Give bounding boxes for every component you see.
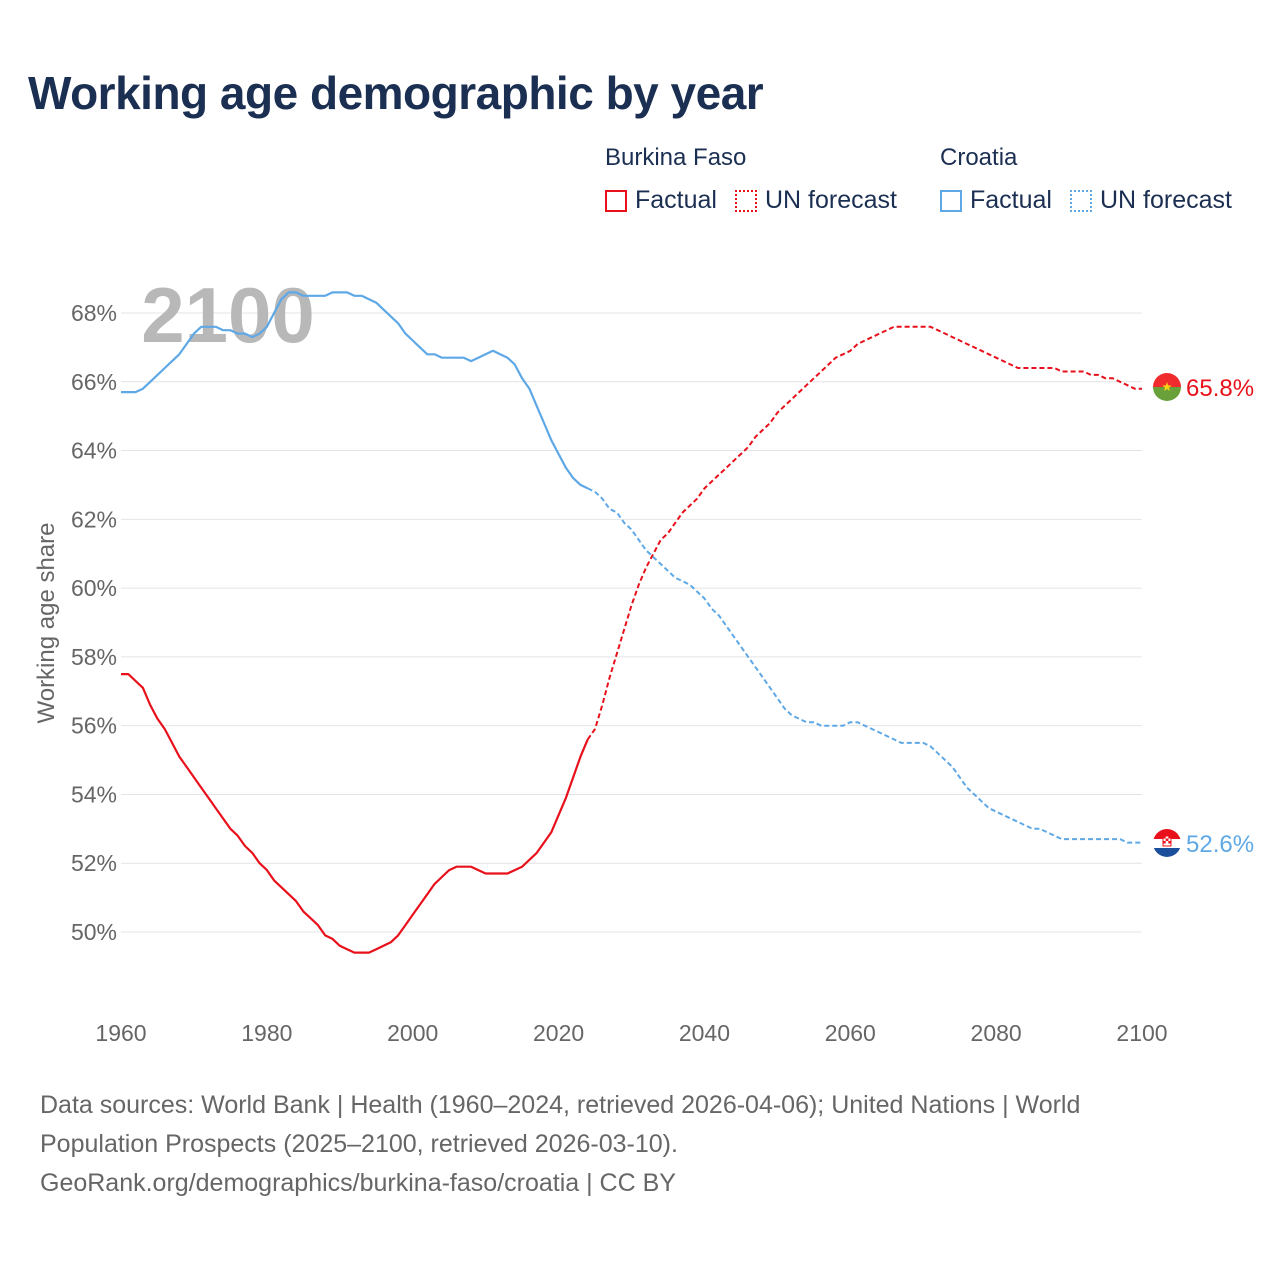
legend-swatch-forecast xyxy=(1069,189,1092,212)
x-tick-label: 1980 xyxy=(241,1020,292,1046)
source-line: Data sources: World Bank | Health (1960–… xyxy=(40,1091,1081,1119)
x-tick-label: 2100 xyxy=(1116,1020,1167,1046)
legend-group-title: Burkina Faso xyxy=(605,144,747,171)
x-tick-label: 2040 xyxy=(679,1020,730,1046)
burkina-faso-flag-icon xyxy=(1153,373,1181,401)
y-axis-label: Working age share xyxy=(33,523,60,724)
y-tick-label: 66% xyxy=(71,369,117,395)
line-chart: 50% 52% 54% 56% 58% 60% 62% 64% 66% 68% 1960 1980 20… xyxy=(33,271,1254,1046)
y-tick-label: 68% xyxy=(71,300,117,326)
croatia-factual-line[interactable] xyxy=(121,291,589,490)
burkina-faso-forecast-line[interactable] xyxy=(586,325,1142,740)
source-line: GeoRank.org/demographics/burkina-faso/cr… xyxy=(40,1169,676,1197)
burkina-faso-end-label: 65.8% xyxy=(1186,375,1254,402)
chart-title: Working age demographic by year xyxy=(28,67,764,119)
legend-swatch-factual xyxy=(940,189,962,212)
croatia-end-label: 52.6% xyxy=(1186,831,1254,858)
legend-group-title: Croatia xyxy=(940,144,1018,171)
y-tick-label: 52% xyxy=(71,850,117,876)
legend-label: UN forecast xyxy=(1099,186,1232,214)
legend-label: Factual xyxy=(970,186,1052,214)
croatia-flag-icon xyxy=(1153,829,1181,857)
data-source-note: Data sources: World Bank | Health (1960–… xyxy=(40,1086,1240,1203)
y-tick-label: 56% xyxy=(71,713,117,739)
source-line: Population Prospects (2025–2100, retriev… xyxy=(40,1130,678,1158)
legend-item-burkina-faso-forecast[interactable]: UN forecast xyxy=(734,186,897,215)
legend-group-burkina-faso: Burkina Faso Factual UN forecast xyxy=(605,144,897,215)
x-tick-label: 2080 xyxy=(971,1020,1022,1046)
croatia-forecast-line[interactable] xyxy=(587,487,1142,844)
y-tick-label: 50% xyxy=(71,919,117,945)
legend-group-croatia: Croatia Factual UN forecast xyxy=(940,144,1232,215)
legend-swatch-factual xyxy=(605,189,627,212)
burkina-faso-factual-line[interactable] xyxy=(121,673,589,954)
legend-item-burkina-faso-factual[interactable]: Factual xyxy=(605,186,717,215)
legend-item-croatia-factual[interactable]: Factual xyxy=(940,186,1052,215)
legend-label: Factual xyxy=(635,186,717,214)
x-tick-label: 2000 xyxy=(387,1020,438,1046)
legend-swatch-forecast xyxy=(734,189,757,212)
y-tick-label: 62% xyxy=(71,506,117,532)
legend-label: UN forecast xyxy=(764,186,897,214)
legend-item-croatia-forecast[interactable]: UN forecast xyxy=(1069,186,1232,215)
x-tick-label: 2060 xyxy=(825,1020,876,1046)
y-tick-label: 58% xyxy=(71,644,117,670)
year-watermark: 2100 xyxy=(141,271,315,359)
y-tick-label: 64% xyxy=(71,438,117,464)
y-tick-label: 60% xyxy=(71,575,117,601)
x-tick-label: 1960 xyxy=(95,1020,146,1046)
y-tick-label: 54% xyxy=(71,781,117,807)
x-tick-label: 2020 xyxy=(533,1020,584,1046)
